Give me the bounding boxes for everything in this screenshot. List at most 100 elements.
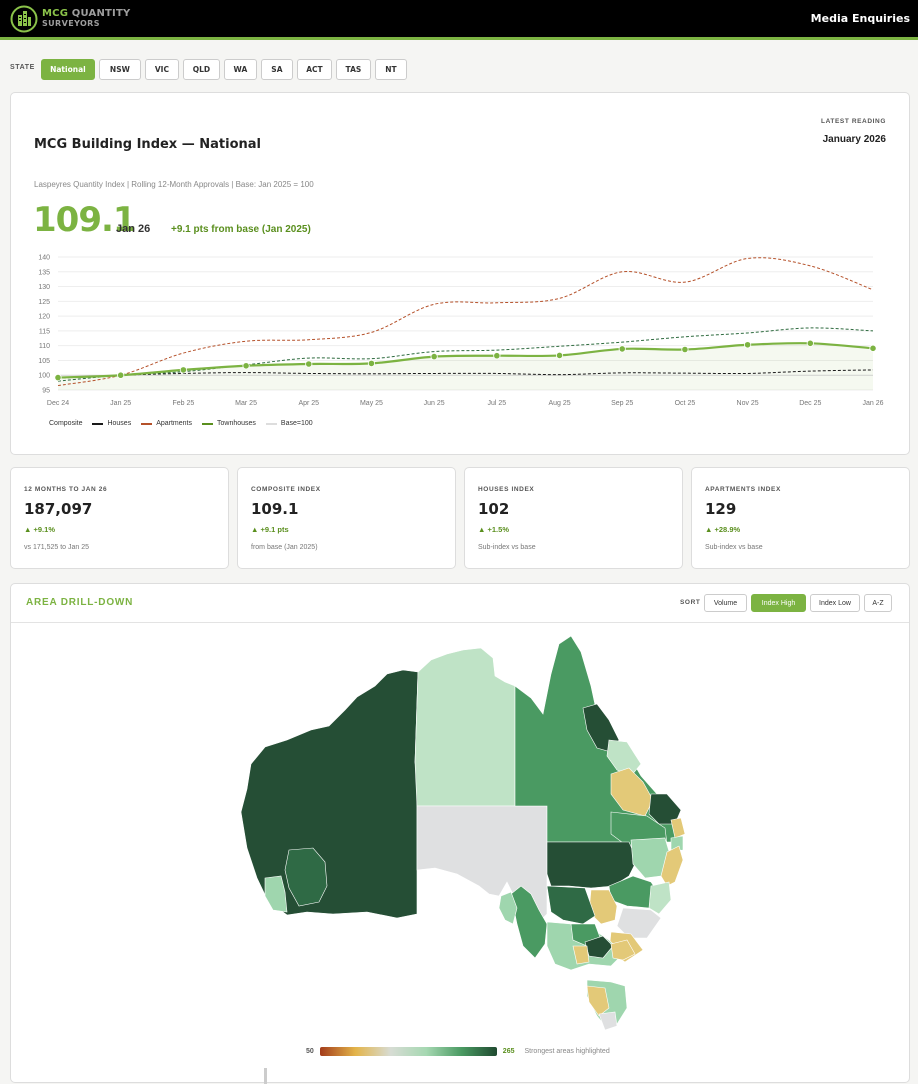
legend-apartments[interactable]: Apartments bbox=[141, 420, 192, 427]
region-qld-brisbane[interactable] bbox=[670, 835, 684, 853]
state-pill-vic[interactable]: VIC bbox=[144, 59, 179, 80]
scale-max-label: 265 bbox=[502, 1048, 515, 1055]
composite-point bbox=[618, 345, 626, 353]
state-pill-tas[interactable]: TAS bbox=[335, 59, 371, 80]
x-tick-label: Jan 26 bbox=[862, 400, 883, 407]
stat-note: Sub-index vs base bbox=[705, 544, 763, 551]
stat-note: vs 171,525 to Jan 25 bbox=[24, 544, 89, 551]
scale-gradient-bar bbox=[319, 1047, 497, 1056]
legend-swatch-apartments bbox=[141, 422, 153, 425]
composite-point bbox=[117, 371, 125, 379]
x-tick-label: Feb 25 bbox=[172, 400, 194, 407]
region-tas-west[interactable] bbox=[586, 985, 610, 1017]
composite-point bbox=[493, 352, 501, 360]
region-nt[interactable] bbox=[414, 647, 516, 807]
logo-word-quantity: QUANTITY bbox=[71, 8, 131, 19]
townhouses-line bbox=[57, 327, 874, 382]
state-pill-nsw[interactable]: NSW bbox=[98, 59, 141, 80]
composite-point bbox=[555, 351, 564, 360]
stat-label: HOUSES INDEX bbox=[478, 486, 535, 493]
stat-note: Sub-index vs base bbox=[478, 544, 536, 551]
sort-volume-button[interactable]: Volume bbox=[704, 594, 747, 612]
legend-houses[interactable]: Houses bbox=[92, 420, 131, 427]
x-tick-label: Jul 25 bbox=[488, 400, 507, 407]
building-logo-icon bbox=[10, 5, 38, 33]
y-tick-label: 115 bbox=[39, 328, 50, 335]
x-tick-label: May 25 bbox=[360, 400, 383, 407]
x-tick-label: Jun 25 bbox=[424, 400, 445, 407]
australia-choropleth-map[interactable] bbox=[11, 624, 909, 1044]
area-drilldown-card: AREA DRILL-DOWN SORT Volume Index High I… bbox=[10, 583, 910, 1084]
composite-line bbox=[57, 342, 874, 379]
state-pill-national[interactable]: National bbox=[40, 59, 95, 80]
region-sa-adelaide[interactable] bbox=[498, 891, 518, 925]
legend-swatch-townhouses bbox=[202, 422, 213, 425]
y-tick-label: 130 bbox=[38, 284, 50, 291]
region-nsw-southwest[interactable] bbox=[546, 885, 596, 925]
media-enquiries-link[interactable]: Media Enquiries bbox=[810, 12, 910, 25]
region-wa-perth[interactable] bbox=[264, 875, 288, 913]
houses-line bbox=[57, 369, 874, 379]
index-line-chart[interactable]: 95 100 105 110 115 120 125 130 135 140 Dec 24 Jan 2… bbox=[11, 243, 909, 413]
composite-point bbox=[305, 360, 313, 368]
y-tick-label: 100 bbox=[38, 373, 50, 380]
composite-point bbox=[430, 353, 438, 361]
composite-area bbox=[58, 343, 873, 390]
color-scale: 50 265 Strongest areas highlighted bbox=[306, 1047, 610, 1056]
scale-note: Strongest areas highlighted bbox=[524, 1048, 610, 1055]
composite-point bbox=[54, 373, 62, 382]
legend-swatch-base bbox=[265, 422, 277, 425]
state-pill-sa[interactable]: SA bbox=[260, 59, 293, 80]
state-filter: STATE National NSW VIC QLD WA SA ACT TAS… bbox=[10, 59, 411, 80]
legend-townhouses[interactable]: Townhouses bbox=[202, 420, 256, 427]
sort-az-button[interactable]: A-Z bbox=[864, 594, 892, 612]
sort-label: SORT bbox=[680, 599, 701, 606]
composite-point bbox=[242, 362, 250, 370]
stat-change: ▲ +1.5% bbox=[478, 525, 509, 534]
stat-value: 187,097 bbox=[24, 500, 93, 518]
state-pill-wa[interactable]: WA bbox=[223, 59, 257, 80]
legend-composite[interactable]: Composite bbox=[49, 420, 83, 427]
headline-date: Jan 26 bbox=[116, 223, 151, 235]
sort-index-low-button[interactable]: Index Low bbox=[810, 594, 860, 612]
stat-label: 12 MONTHS TO JAN 26 bbox=[24, 486, 108, 493]
region-vic-geelong[interactable] bbox=[572, 945, 590, 965]
region-vic-melbourne[interactable] bbox=[584, 935, 614, 959]
composite-point bbox=[869, 344, 877, 352]
region-qld-sunshine[interactable] bbox=[670, 817, 686, 839]
headline-delta: +9.1 pts from base (Jan 2025) bbox=[171, 224, 311, 235]
sort-index-high-button[interactable]: Index High bbox=[751, 594, 806, 612]
region-wa[interactable] bbox=[240, 669, 419, 919]
region-tas-south[interactable] bbox=[598, 1011, 618, 1031]
region-nsw-sydney[interactable] bbox=[616, 907, 662, 939]
composite-point bbox=[681, 345, 689, 354]
logo-word-mcg: MCG bbox=[42, 8, 69, 19]
stat-card-apartments: APARTMENTS INDEX 129 ▲ +28.9% Sub-index … bbox=[691, 467, 910, 569]
state-pill-qld[interactable]: QLD bbox=[182, 59, 220, 80]
stat-value: 129 bbox=[705, 500, 737, 518]
drilldown-title: AREA DRILL-DOWN bbox=[26, 597, 134, 608]
brand-logo[interactable]: MCG QUANTITY SURVEYORS bbox=[10, 5, 130, 33]
region-sa-south[interactable] bbox=[510, 885, 548, 959]
apartments-line bbox=[57, 257, 874, 387]
stat-value: 102 bbox=[478, 500, 510, 518]
region-nsw-north-coast[interactable] bbox=[660, 845, 684, 887]
region-qld-central[interactable] bbox=[610, 767, 654, 817]
latest-reading-value: January 2026 bbox=[822, 134, 886, 145]
stat-value: 109.1 bbox=[251, 500, 299, 518]
state-pill-act[interactable]: ACT bbox=[296, 59, 332, 80]
chart-legend: Composite Houses Apartments Townhouses B… bbox=[49, 420, 323, 427]
region-wa-southwest[interactable] bbox=[284, 847, 328, 907]
stat-change: ▲ +28.9% bbox=[705, 525, 741, 534]
chart-title: MCG Building Index — National bbox=[34, 137, 261, 152]
region-nsw-hunter[interactable] bbox=[648, 881, 672, 915]
stat-change: ▲ +9.1 pts bbox=[251, 525, 289, 534]
composite-point bbox=[806, 339, 814, 347]
x-tick-label: Dec 24 bbox=[47, 400, 69, 407]
state-pill-nt[interactable]: NT bbox=[374, 59, 407, 80]
x-tick-label: Nov 25 bbox=[737, 400, 759, 407]
stat-label: COMPOSITE INDEX bbox=[251, 486, 321, 493]
region-vic-east[interactable] bbox=[610, 939, 636, 961]
legend-base[interactable]: Base=100 bbox=[265, 420, 313, 427]
sort-options: Volume Index High Index Low A-Z bbox=[704, 594, 896, 612]
